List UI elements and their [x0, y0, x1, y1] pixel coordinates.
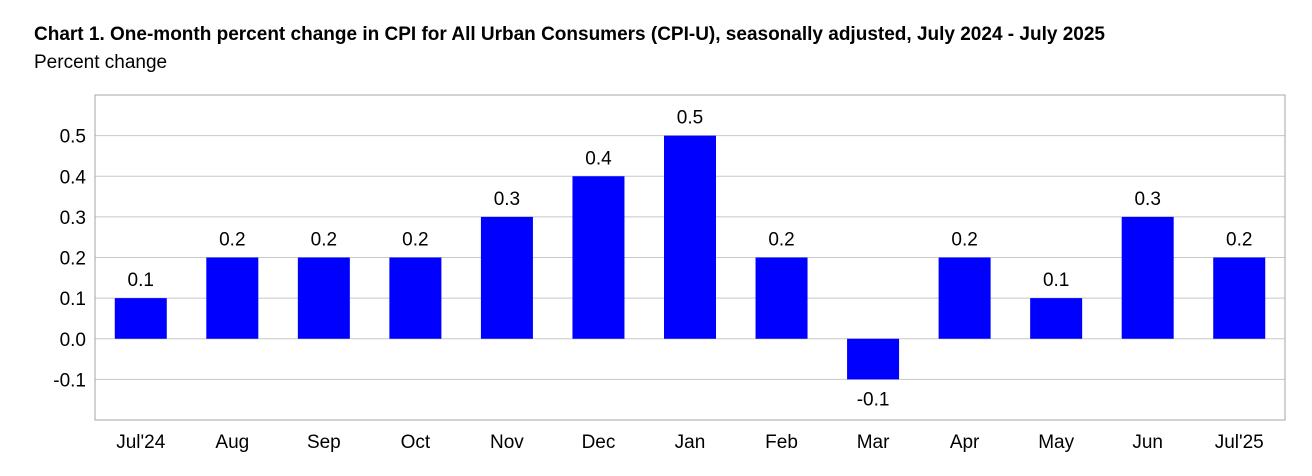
data-label: 0.5 — [677, 108, 703, 129]
data-label: 0.1 — [128, 270, 154, 291]
data-label: 0.4 — [585, 148, 612, 169]
bar — [297, 257, 350, 339]
bar — [847, 338, 900, 380]
x-tick-label: Oct — [401, 432, 431, 453]
x-tick-label: Apr — [950, 432, 980, 453]
x-tick-label: Jul'25 — [1215, 432, 1264, 453]
x-axis-ticks: Jul'24 Aug Sep Oct Nov Dec Jan Feb Mar Apr May Jun J… — [116, 432, 1264, 453]
y-axis-ticks: -0.1 0.0 0.1 0.2 0.3 0.4 0.5 — [53, 127, 86, 392]
data-label: 0.3 — [494, 189, 520, 210]
x-tick-label: Nov — [490, 432, 524, 453]
bars — [114, 135, 1266, 380]
x-tick-label: Mar — [857, 432, 890, 453]
bar — [1213, 257, 1266, 339]
data-label: 0.2 — [402, 230, 428, 251]
x-tick-label: Jan — [675, 432, 706, 453]
data-label: 0.2 — [311, 230, 337, 251]
data-label: 0.2 — [219, 230, 245, 251]
data-label: 0.2 — [951, 230, 977, 251]
data-label: 0.2 — [1226, 230, 1252, 251]
x-tick-label: May — [1038, 432, 1074, 453]
y-tick-label: 0.4 — [60, 167, 87, 188]
data-labels: 0.1 0.2 0.2 0.2 0.3 0.4 0.5 0.2 -0.1 0.2 0.1 0.3 0.2 — [128, 108, 1253, 411]
bar — [664, 135, 716, 339]
plot-frame — [94, 94, 1286, 421]
bar — [206, 257, 259, 339]
x-tick-label: Jul'24 — [116, 432, 165, 453]
bar — [114, 298, 167, 339]
y-tick-label: 0.2 — [60, 249, 86, 270]
bar — [755, 257, 808, 339]
x-tick-label: Feb — [765, 432, 798, 453]
x-tick-label: Sep — [307, 432, 341, 453]
bar — [389, 257, 442, 339]
data-label: 0.2 — [768, 230, 794, 251]
x-tick-label: Aug — [215, 432, 249, 453]
y-tick-label: -0.1 — [53, 370, 86, 391]
chart-subtitle: Percent change — [34, 52, 168, 73]
y-tick-label: 0.1 — [60, 289, 86, 310]
y-tick-label: 0.5 — [60, 127, 86, 148]
data-label: 0.3 — [1134, 189, 1160, 210]
data-label: 0.1 — [1043, 270, 1069, 291]
bar — [572, 176, 625, 339]
data-label: -0.1 — [857, 389, 890, 410]
bar — [1121, 216, 1174, 339]
bar — [480, 216, 533, 339]
bar — [938, 257, 991, 339]
x-tick-label: Jun — [1132, 432, 1163, 453]
y-tick-label: 0.0 — [60, 330, 86, 351]
y-tick-label: 0.3 — [60, 208, 86, 229]
bar — [1030, 298, 1083, 339]
x-tick-label: Dec — [582, 432, 616, 453]
chart-title: Chart 1. One-month percent change in CPI… — [34, 24, 1105, 45]
